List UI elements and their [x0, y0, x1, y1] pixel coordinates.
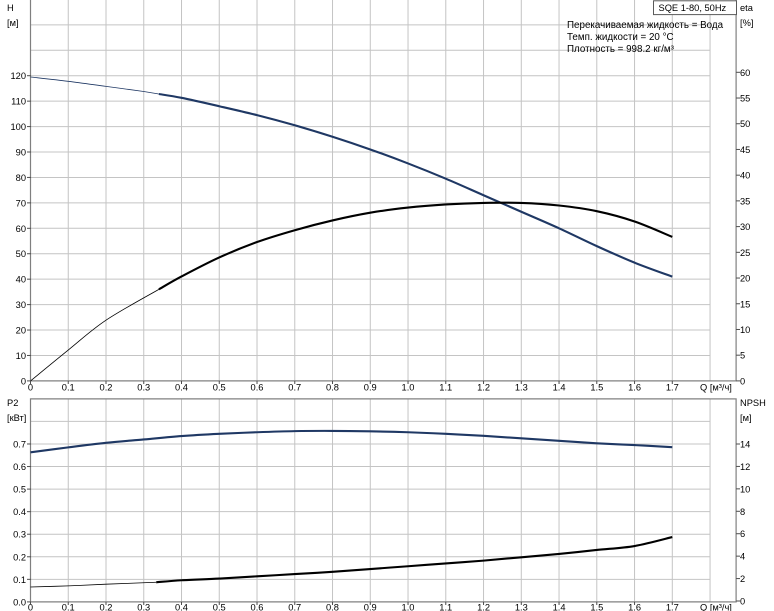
svg-text:15: 15: [740, 299, 750, 309]
svg-text:Q [м³/ч]: Q [м³/ч]: [700, 603, 732, 611]
svg-text:SQE 1-80, 50Hz: SQE 1-80, 50Hz: [659, 3, 727, 13]
svg-text:35: 35: [740, 196, 750, 206]
svg-text:110: 110: [11, 97, 26, 107]
svg-text:0.1: 0.1: [13, 575, 26, 585]
svg-text:[м]: [м]: [7, 18, 19, 28]
svg-text:40: 40: [740, 171, 750, 181]
svg-text:10: 10: [16, 351, 26, 361]
svg-text:4: 4: [740, 552, 745, 562]
svg-text:20: 20: [16, 326, 26, 336]
svg-text:0.3: 0.3: [13, 530, 26, 540]
svg-text:H: H: [7, 3, 14, 13]
svg-text:60: 60: [740, 68, 750, 78]
svg-text:0.6: 0.6: [13, 462, 26, 472]
svg-text:0.0: 0.0: [13, 597, 26, 607]
svg-text:45: 45: [740, 145, 750, 155]
svg-text:[%]: [%]: [740, 18, 753, 28]
svg-text:0.5: 0.5: [13, 485, 26, 495]
svg-text:12: 12: [740, 462, 750, 472]
svg-text:0: 0: [740, 597, 745, 607]
svg-text:Q [м³/ч]: Q [м³/ч]: [700, 383, 732, 393]
svg-text:[м]: [м]: [740, 413, 752, 423]
svg-text:6: 6: [740, 529, 745, 539]
svg-text:100: 100: [10, 122, 26, 132]
svg-text:30: 30: [740, 222, 750, 232]
svg-text:P2: P2: [7, 398, 18, 408]
svg-text:0: 0: [21, 376, 26, 386]
svg-text:20: 20: [740, 274, 750, 284]
svg-text:0.4: 0.4: [13, 507, 26, 517]
svg-text:Плотность = 998.2 кг/м³: Плотность = 998.2 кг/м³: [567, 44, 675, 55]
svg-text:10: 10: [740, 325, 750, 335]
svg-text:60: 60: [16, 224, 26, 234]
svg-text:14: 14: [740, 440, 750, 450]
svg-text:120: 120: [10, 71, 26, 81]
svg-text:2: 2: [740, 574, 745, 584]
svg-text:5: 5: [740, 351, 745, 361]
svg-text:0.7: 0.7: [13, 439, 26, 449]
svg-text:50: 50: [16, 249, 26, 259]
svg-text:[кВт]: [кВт]: [7, 413, 26, 423]
svg-text:Темп. жидкости = 20 °C: Темп. жидкости = 20 °C: [567, 32, 674, 43]
svg-text:70: 70: [16, 198, 26, 208]
svg-text:0: 0: [740, 376, 745, 386]
svg-text:8: 8: [740, 507, 745, 517]
svg-text:NPSH: NPSH: [740, 398, 766, 408]
svg-text:40: 40: [16, 275, 26, 285]
svg-text:90: 90: [16, 148, 26, 158]
svg-text:0.2: 0.2: [13, 552, 26, 562]
svg-text:80: 80: [16, 173, 26, 183]
svg-text:eta: eta: [740, 3, 754, 13]
svg-text:25: 25: [740, 248, 750, 258]
svg-text:30: 30: [16, 300, 26, 310]
svg-text:50: 50: [740, 119, 750, 129]
svg-text:55: 55: [740, 94, 750, 104]
svg-text:10: 10: [740, 484, 750, 494]
svg-text:Перекачиваемая жидкость = Вода: Перекачиваемая жидкость = Вода: [567, 20, 724, 31]
